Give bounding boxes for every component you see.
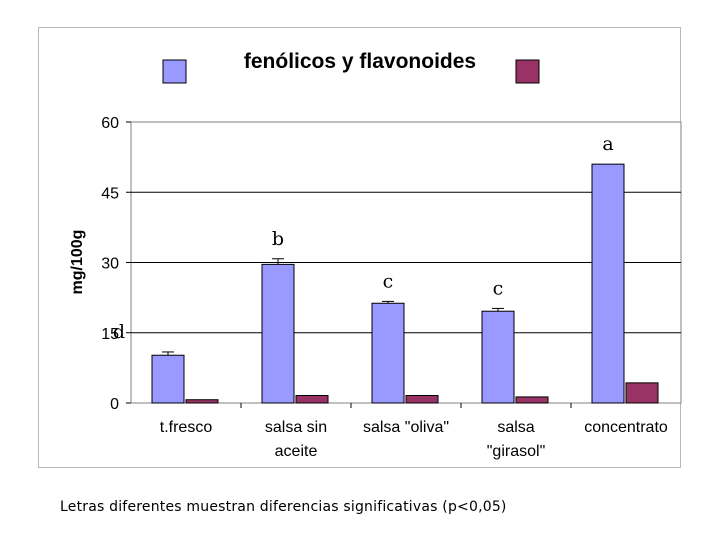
y-tick-label: 45 xyxy=(101,185,119,202)
significance-letter: b xyxy=(272,228,284,250)
gridlines xyxy=(131,191,681,334)
bar xyxy=(625,382,659,404)
bar xyxy=(591,163,625,404)
chart-title: fenólicos y flavonoides xyxy=(244,50,476,73)
y-axis-label: mg/100g xyxy=(69,230,86,295)
x-tick-label: salsa sin xyxy=(265,419,327,436)
y-tick-label: 30 xyxy=(101,256,119,273)
x-tick-label: salsa xyxy=(497,419,534,436)
y-tick-label: 15 xyxy=(101,326,119,343)
bar xyxy=(185,399,219,404)
significance-letter: a xyxy=(602,133,613,155)
bar xyxy=(515,396,549,404)
y-tick-label: 0 xyxy=(110,396,119,413)
legend-swatch-series-1 xyxy=(162,59,187,84)
x-tick-label: t.fresco xyxy=(160,419,213,436)
y-tick-label: 60 xyxy=(101,115,119,132)
x-tick-label: "girasol" xyxy=(487,443,546,460)
significance-letter: d xyxy=(113,321,125,343)
legend-swatch-series-2 xyxy=(515,59,540,84)
bars: d b c c a xyxy=(113,133,659,404)
significance-letter: c xyxy=(383,270,394,292)
x-tick-label: salsa "oliva" xyxy=(363,419,449,436)
x-axis-labels: t.fresco salsa sin aceite salsa "oliva" sals… xyxy=(160,403,668,460)
bar xyxy=(405,395,439,404)
bar xyxy=(371,302,405,404)
bar xyxy=(261,263,295,404)
bar xyxy=(481,310,515,404)
bar xyxy=(295,395,329,404)
bar xyxy=(151,354,185,404)
x-tick-label: aceite xyxy=(275,443,318,460)
y-axis-ticks: 0 15 30 45 60 xyxy=(101,115,131,413)
significance-letter: c xyxy=(493,277,504,299)
footnote: Letras diferentes muestran diferencias s… xyxy=(60,499,507,515)
x-tick-label: concentrato xyxy=(584,419,668,436)
